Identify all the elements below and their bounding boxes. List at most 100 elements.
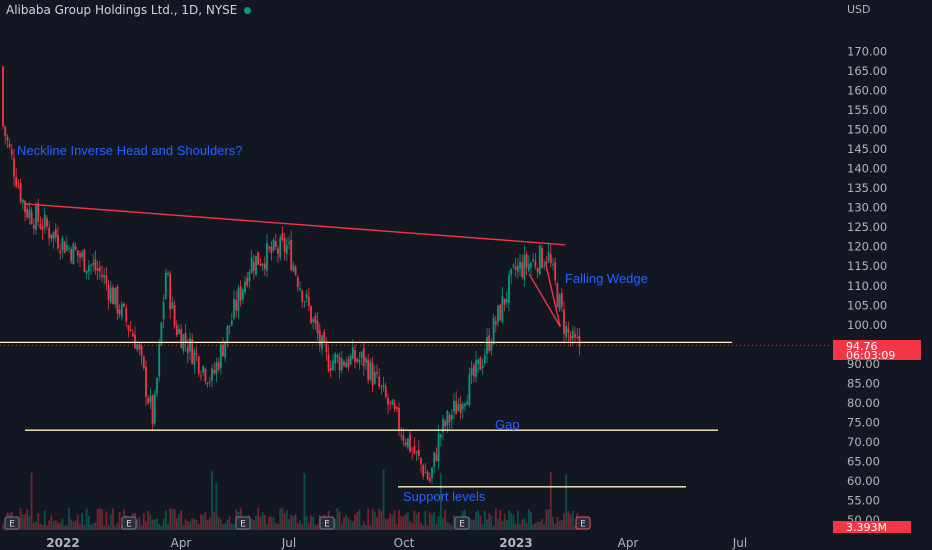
volume-bar: [118, 511, 121, 530]
candle-body: [490, 343, 493, 351]
earnings-marker[interactable]: E: [575, 516, 591, 530]
candle-body: [369, 361, 372, 380]
candle-body: [79, 253, 81, 258]
earnings-marker[interactable]: E: [454, 516, 470, 530]
candle-body: [512, 264, 515, 267]
volume-bar: [195, 520, 198, 530]
candle-body: [431, 467, 433, 478]
falling-wedge-label: Falling Wedge: [565, 271, 648, 286]
volume-bar: [164, 510, 167, 530]
candle-body: [448, 414, 451, 423]
volume-bar: [303, 473, 306, 530]
neckline-trendline[interactable]: [24, 203, 566, 246]
volume-bar: [433, 511, 436, 530]
volume-bar: [250, 519, 253, 530]
earnings-badge[interactable]: [235, 516, 251, 530]
volume-bar: [292, 516, 295, 530]
candle-body: [48, 227, 51, 238]
volume-bar: [512, 515, 515, 530]
candle-body: [492, 317, 495, 344]
gap-label: Gap: [495, 417, 520, 432]
time-tick-label: Oct: [394, 536, 415, 550]
candle-body: [483, 355, 486, 364]
candle-body: [457, 404, 460, 411]
volume-bar: [74, 520, 77, 530]
candle-body: [202, 366, 205, 373]
last-price-tag[interactable]: [833, 340, 921, 360]
symbol-legend[interactable]: Alibaba Group Holdings Ltd., 1D, NYSE: [6, 3, 252, 17]
volume-bar: [422, 525, 425, 530]
candle-body: [459, 403, 462, 413]
volume-bar: [490, 515, 493, 530]
candle-body: [413, 446, 416, 454]
candle-body: [162, 301, 165, 320]
candle-body: [426, 472, 429, 479]
candle-body: [43, 214, 46, 228]
candle-body: [563, 309, 565, 334]
volume-bar: [103, 525, 106, 530]
candle-body: [6, 136, 9, 141]
candle-body: [279, 237, 282, 258]
volume-bar: [525, 523, 528, 530]
candle-body: [336, 355, 339, 358]
candle-body: [255, 255, 257, 275]
volume-bar: [384, 518, 387, 530]
volume-bar: [334, 519, 337, 530]
price-axis[interactable]: 170.00 165.00 160.00 155.00 150.00 145.00 140.…: [833, 0, 932, 550]
candle-body: [338, 356, 341, 371]
candle-body: [270, 246, 273, 254]
wedge-upper-line[interactable]: [544, 262, 561, 327]
candle-body: [145, 366, 147, 397]
candle-body: [433, 452, 436, 467]
volume-bar: [24, 514, 26, 530]
volume-bar: [486, 519, 488, 530]
candle-body: [477, 359, 480, 364]
earnings-marker[interactable]: E: [121, 516, 137, 530]
candle-body: [303, 301, 306, 303]
volume-bar: [281, 508, 284, 530]
volume-bar: [413, 510, 416, 530]
candle-body: [499, 304, 502, 321]
wedge-lower-line[interactable]: [528, 273, 561, 328]
candle-body: [72, 243, 75, 265]
earnings-marker[interactable]: E: [4, 516, 20, 530]
volume-bar: [274, 523, 277, 530]
candle-body: [2, 66, 4, 127]
volume-bar: [109, 514, 112, 530]
candle-body: [4, 126, 7, 137]
candle-body: [189, 337, 191, 352]
earnings-marker[interactable]: E: [235, 516, 251, 530]
earnings-badge[interactable]: [575, 516, 591, 530]
volume-bar: [283, 513, 286, 530]
volume-bar: [59, 523, 62, 530]
volume-tag[interactable]: [833, 521, 911, 533]
candle-body: [523, 254, 526, 280]
earnings-badge[interactable]: [319, 516, 335, 530]
time-axis[interactable]: 2022 Apr Jul Oct 2023 Apr Jul: [0, 533, 932, 550]
volume-bar: [569, 514, 572, 530]
candle-body: [98, 267, 101, 272]
price-tick-label: 80.00: [847, 396, 880, 410]
volume-bar: [549, 472, 552, 530]
volume-bar: [114, 525, 117, 530]
candle-body: [351, 347, 354, 359]
candle-body: [466, 401, 469, 406]
earnings-badge[interactable]: [4, 516, 20, 530]
volume-bar: [362, 521, 365, 530]
volume-bar: [228, 515, 231, 530]
candle-body: [488, 335, 491, 352]
candle-body: [318, 330, 321, 345]
candle-body: [175, 325, 178, 336]
earnings-badge[interactable]: [454, 516, 470, 530]
drawing-lines[interactable]: [0, 203, 832, 488]
candle-body: [87, 265, 90, 272]
candle-body: [334, 353, 337, 364]
candle-body: [380, 385, 383, 387]
candle-body: [226, 325, 229, 343]
price-tick-label: 110.00: [847, 279, 887, 293]
candle-body: [417, 449, 420, 457]
earnings-badge[interactable]: [121, 516, 137, 530]
earnings-marker[interactable]: E: [319, 516, 335, 530]
price-tick-label: 135.00: [847, 181, 887, 195]
